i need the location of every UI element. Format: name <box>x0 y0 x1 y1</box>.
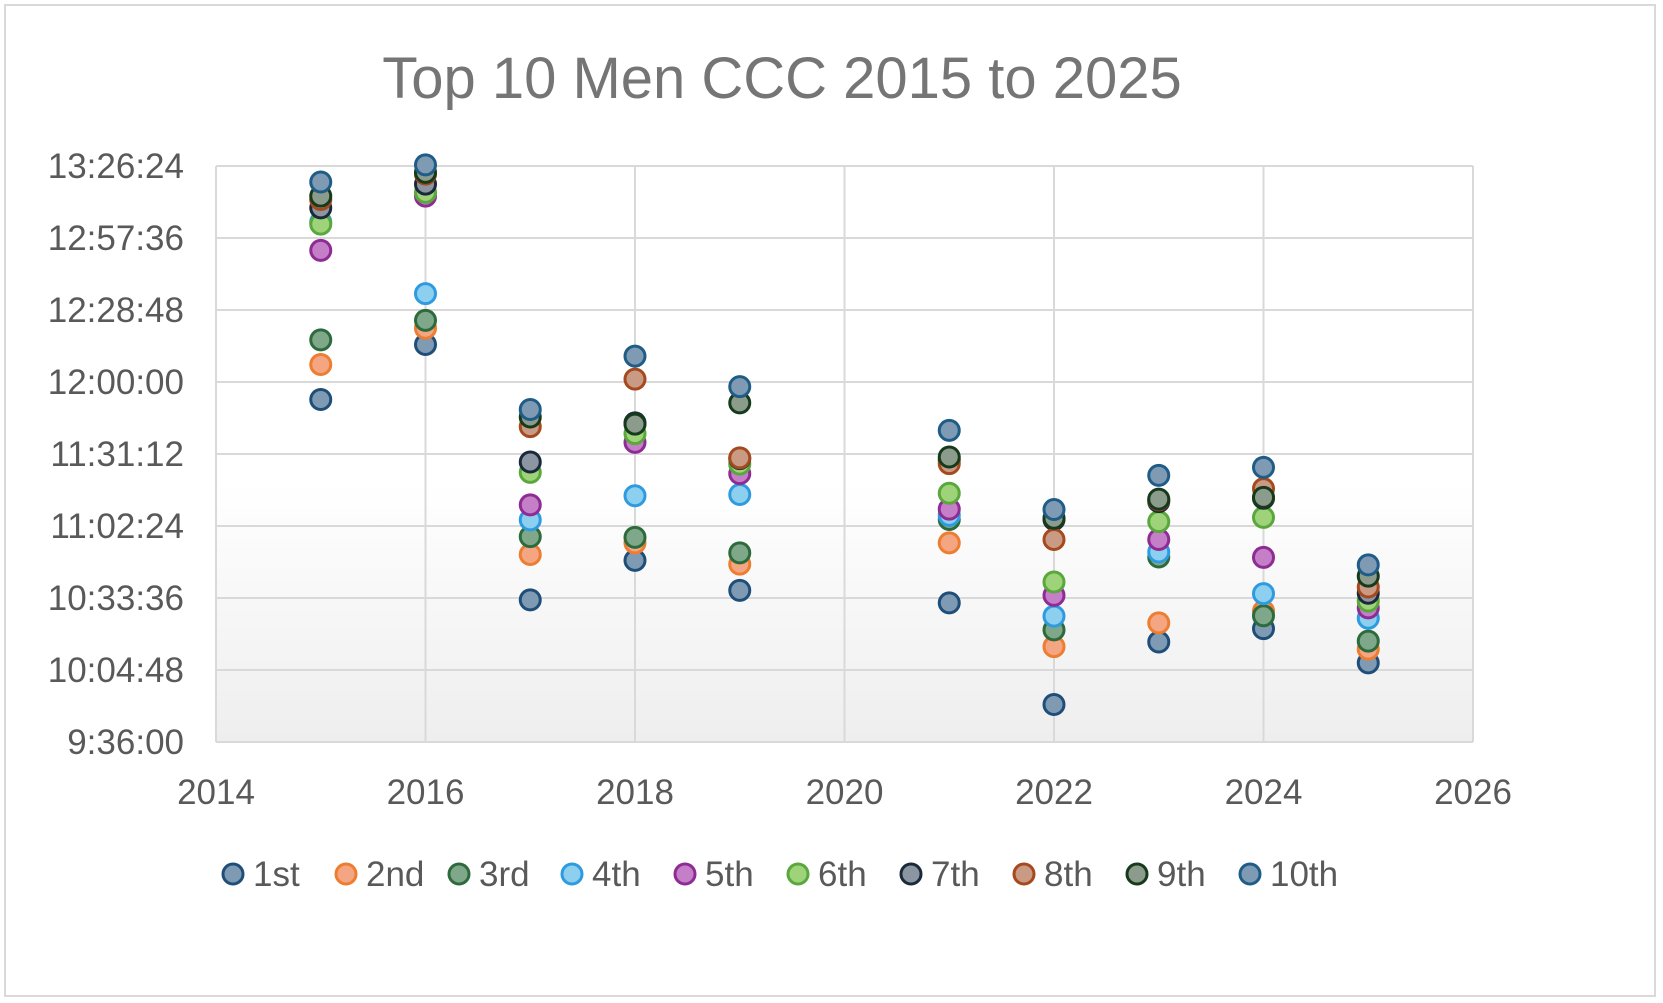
legend-marker <box>786 862 810 886</box>
x-tick-label: 2024 <box>1225 773 1303 812</box>
data-point-8th-2019 <box>728 446 752 470</box>
legend-marker <box>560 862 584 886</box>
data-point-1st-2023 <box>1147 630 1171 654</box>
x-tick-label: 2014 <box>177 773 255 812</box>
legend-item-1st: 1st <box>221 855 300 894</box>
chart-frame: Top 10 Men CCC 2015 to 2025 9:36:00 10:04… <box>4 4 1656 997</box>
data-point-1st-2022 <box>1042 693 1066 716</box>
y-tick-label: 12:00:00 <box>48 363 184 402</box>
data-point-3rd-2024 <box>1252 604 1275 628</box>
legend: 1st 2nd 3rd 4th 5th 6th 7th 8th 9th 10th <box>221 855 1338 894</box>
data-point-1st-2021 <box>937 591 961 615</box>
legend-label: 6th <box>818 855 867 894</box>
data-point-3rd-2015 <box>309 328 333 352</box>
data-point-9th-2023 <box>1147 487 1171 511</box>
x-tick-label: 2026 <box>1434 773 1512 812</box>
data-point-6th-2024 <box>1252 505 1275 529</box>
data-point-10th-2017 <box>518 398 542 421</box>
legend-item-8th: 8th <box>1012 855 1093 894</box>
y-tick-label: 12:57:36 <box>48 219 184 258</box>
y-tick-label: 10:04:48 <box>48 651 184 690</box>
legend-label: 3rd <box>479 855 530 894</box>
data-point-10th-2019 <box>728 375 752 399</box>
data-point-10th-2018 <box>623 344 647 368</box>
data-point-9th-2024 <box>1252 485 1275 509</box>
x-tick-label: 2020 <box>806 773 884 812</box>
data-point-5th-2015 <box>309 238 333 262</box>
legend-label: 7th <box>931 855 980 894</box>
data-point-9th-2018 <box>623 412 647 436</box>
data-point-10th-2015 <box>309 170 333 194</box>
data-point-5th-2017 <box>518 493 542 517</box>
data-point-3rd-2025 <box>1356 629 1380 653</box>
data-point-2nd-2023 <box>1147 611 1171 635</box>
y-tick-label: 11:02:24 <box>50 507 184 546</box>
chart-title: Top 10 Men CCC 2015 to 2025 <box>382 46 1182 111</box>
legend-item-7th: 7th <box>899 855 980 894</box>
data-point-8th-2022 <box>1042 528 1066 551</box>
data-point-10th-2022 <box>1042 498 1066 521</box>
data-point-4th-2022 <box>1042 604 1066 628</box>
y-tick-label: 13:26:24 <box>48 147 184 186</box>
data-point-10th-2016 <box>414 153 437 177</box>
data-point-10th-2023 <box>1147 463 1171 487</box>
data-point-2nd-2015 <box>309 353 333 376</box>
legend-label: 2nd <box>366 855 424 894</box>
data-point-8th-2018 <box>623 367 647 391</box>
data-point-6th-2022 <box>1042 570 1066 594</box>
legend-label: 5th <box>705 855 754 894</box>
legend-label: 4th <box>592 855 641 894</box>
data-point-4th-2019 <box>728 483 752 506</box>
legend-label: 1st <box>253 855 300 894</box>
data-point-3rd-2018 <box>623 525 647 549</box>
legend-item-10th: 10th <box>1238 855 1338 894</box>
legend-item-3rd: 3rd <box>447 855 530 894</box>
data-point-6th-2023 <box>1147 510 1171 534</box>
legend-item-4th: 4th <box>560 855 641 894</box>
y-tick-label: 10:33:36 <box>48 579 184 618</box>
data-point-3rd-2019 <box>728 541 752 565</box>
scatter-chart: Top 10 Men CCC 2015 to 2025 9:36:00 10:04… <box>48 46 1512 894</box>
x-tick-label: 2016 <box>387 773 465 812</box>
data-point-7th-2017 <box>518 450 542 474</box>
data-point-1st-2017 <box>518 588 542 612</box>
y-tick-label: 12:28:48 <box>48 291 184 330</box>
legend-marker <box>673 862 697 886</box>
data-point-1st-2015 <box>309 388 333 411</box>
x-tick-label: 2018 <box>596 773 674 812</box>
y-tick-label: 11:31:12 <box>50 435 184 474</box>
legend-label: 8th <box>1044 855 1093 894</box>
legend-label: 10th <box>1270 855 1338 894</box>
data-point-10th-2024 <box>1252 455 1275 479</box>
legend-marker <box>1012 862 1036 886</box>
legend-marker <box>334 862 358 886</box>
data-point-10th-2021 <box>937 418 961 442</box>
legend-item-6th: 6th <box>786 855 867 894</box>
legend-marker <box>221 862 245 886</box>
legend-marker <box>447 862 471 886</box>
legend-marker <box>1238 862 1262 886</box>
data-point-3rd-2016 <box>414 308 437 332</box>
data-point-10th-2025 <box>1356 553 1380 577</box>
data-point-4th-2016 <box>414 282 437 306</box>
legend-marker <box>1125 862 1149 886</box>
legend-label: 9th <box>1157 855 1206 894</box>
legend-marker <box>899 862 923 886</box>
data-point-4th-2018 <box>623 484 647 508</box>
data-point-5th-2024 <box>1252 545 1275 569</box>
x-axis-tick-labels: 2014 2016 2018 2020 2022 2024 2026 <box>177 773 1512 812</box>
x-tick-label: 2022 <box>1015 773 1093 812</box>
legend-item-2nd: 2nd <box>334 855 424 894</box>
data-point-4th-2024 <box>1252 582 1275 606</box>
y-axis-tick-labels: 9:36:00 10:04:48 10:33:36 11:02:24 11:31:12 1… <box>48 147 184 762</box>
legend-item-5th: 5th <box>673 855 754 894</box>
y-tick-label: 9:36:00 <box>67 723 184 762</box>
data-point-2nd-2021 <box>937 531 961 555</box>
data-point-1st-2019 <box>728 578 752 602</box>
data-point-9th-2021 <box>937 445 961 469</box>
legend-item-9th: 9th <box>1125 855 1206 894</box>
data-point-6th-2021 <box>937 481 961 505</box>
data-points <box>309 153 1380 716</box>
